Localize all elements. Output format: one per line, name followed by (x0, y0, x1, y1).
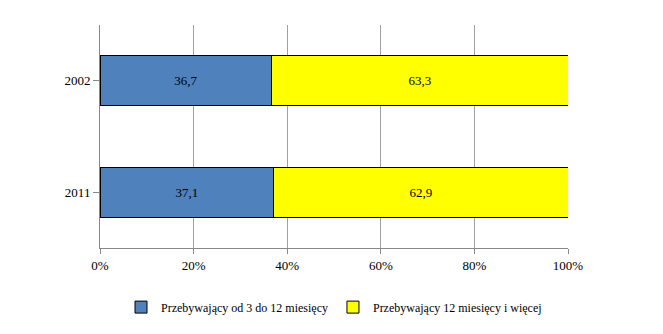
svg-text:63,3: 63,3 (409, 73, 432, 88)
svg-text:2002: 2002 (64, 73, 90, 88)
svg-text:20%: 20% (182, 258, 206, 273)
svg-text:80%: 80% (462, 258, 486, 273)
svg-text:Przebywający od 3 do 12 miesię: Przebywający od 3 do 12 miesięcy (161, 301, 328, 315)
svg-text:2011: 2011 (65, 185, 91, 200)
svg-text:Przebywający 12 miesięcy i wię: Przebywający 12 miesięcy i więcej (373, 301, 542, 315)
svg-text:62,9: 62,9 (409, 185, 432, 200)
svg-text:40%: 40% (275, 258, 299, 273)
svg-text:60%: 60% (369, 258, 393, 273)
svg-text:36,7: 36,7 (174, 73, 197, 88)
svg-text:0%: 0% (91, 258, 109, 273)
svg-text:37,1: 37,1 (175, 185, 198, 200)
svg-text:100%: 100% (553, 258, 584, 273)
